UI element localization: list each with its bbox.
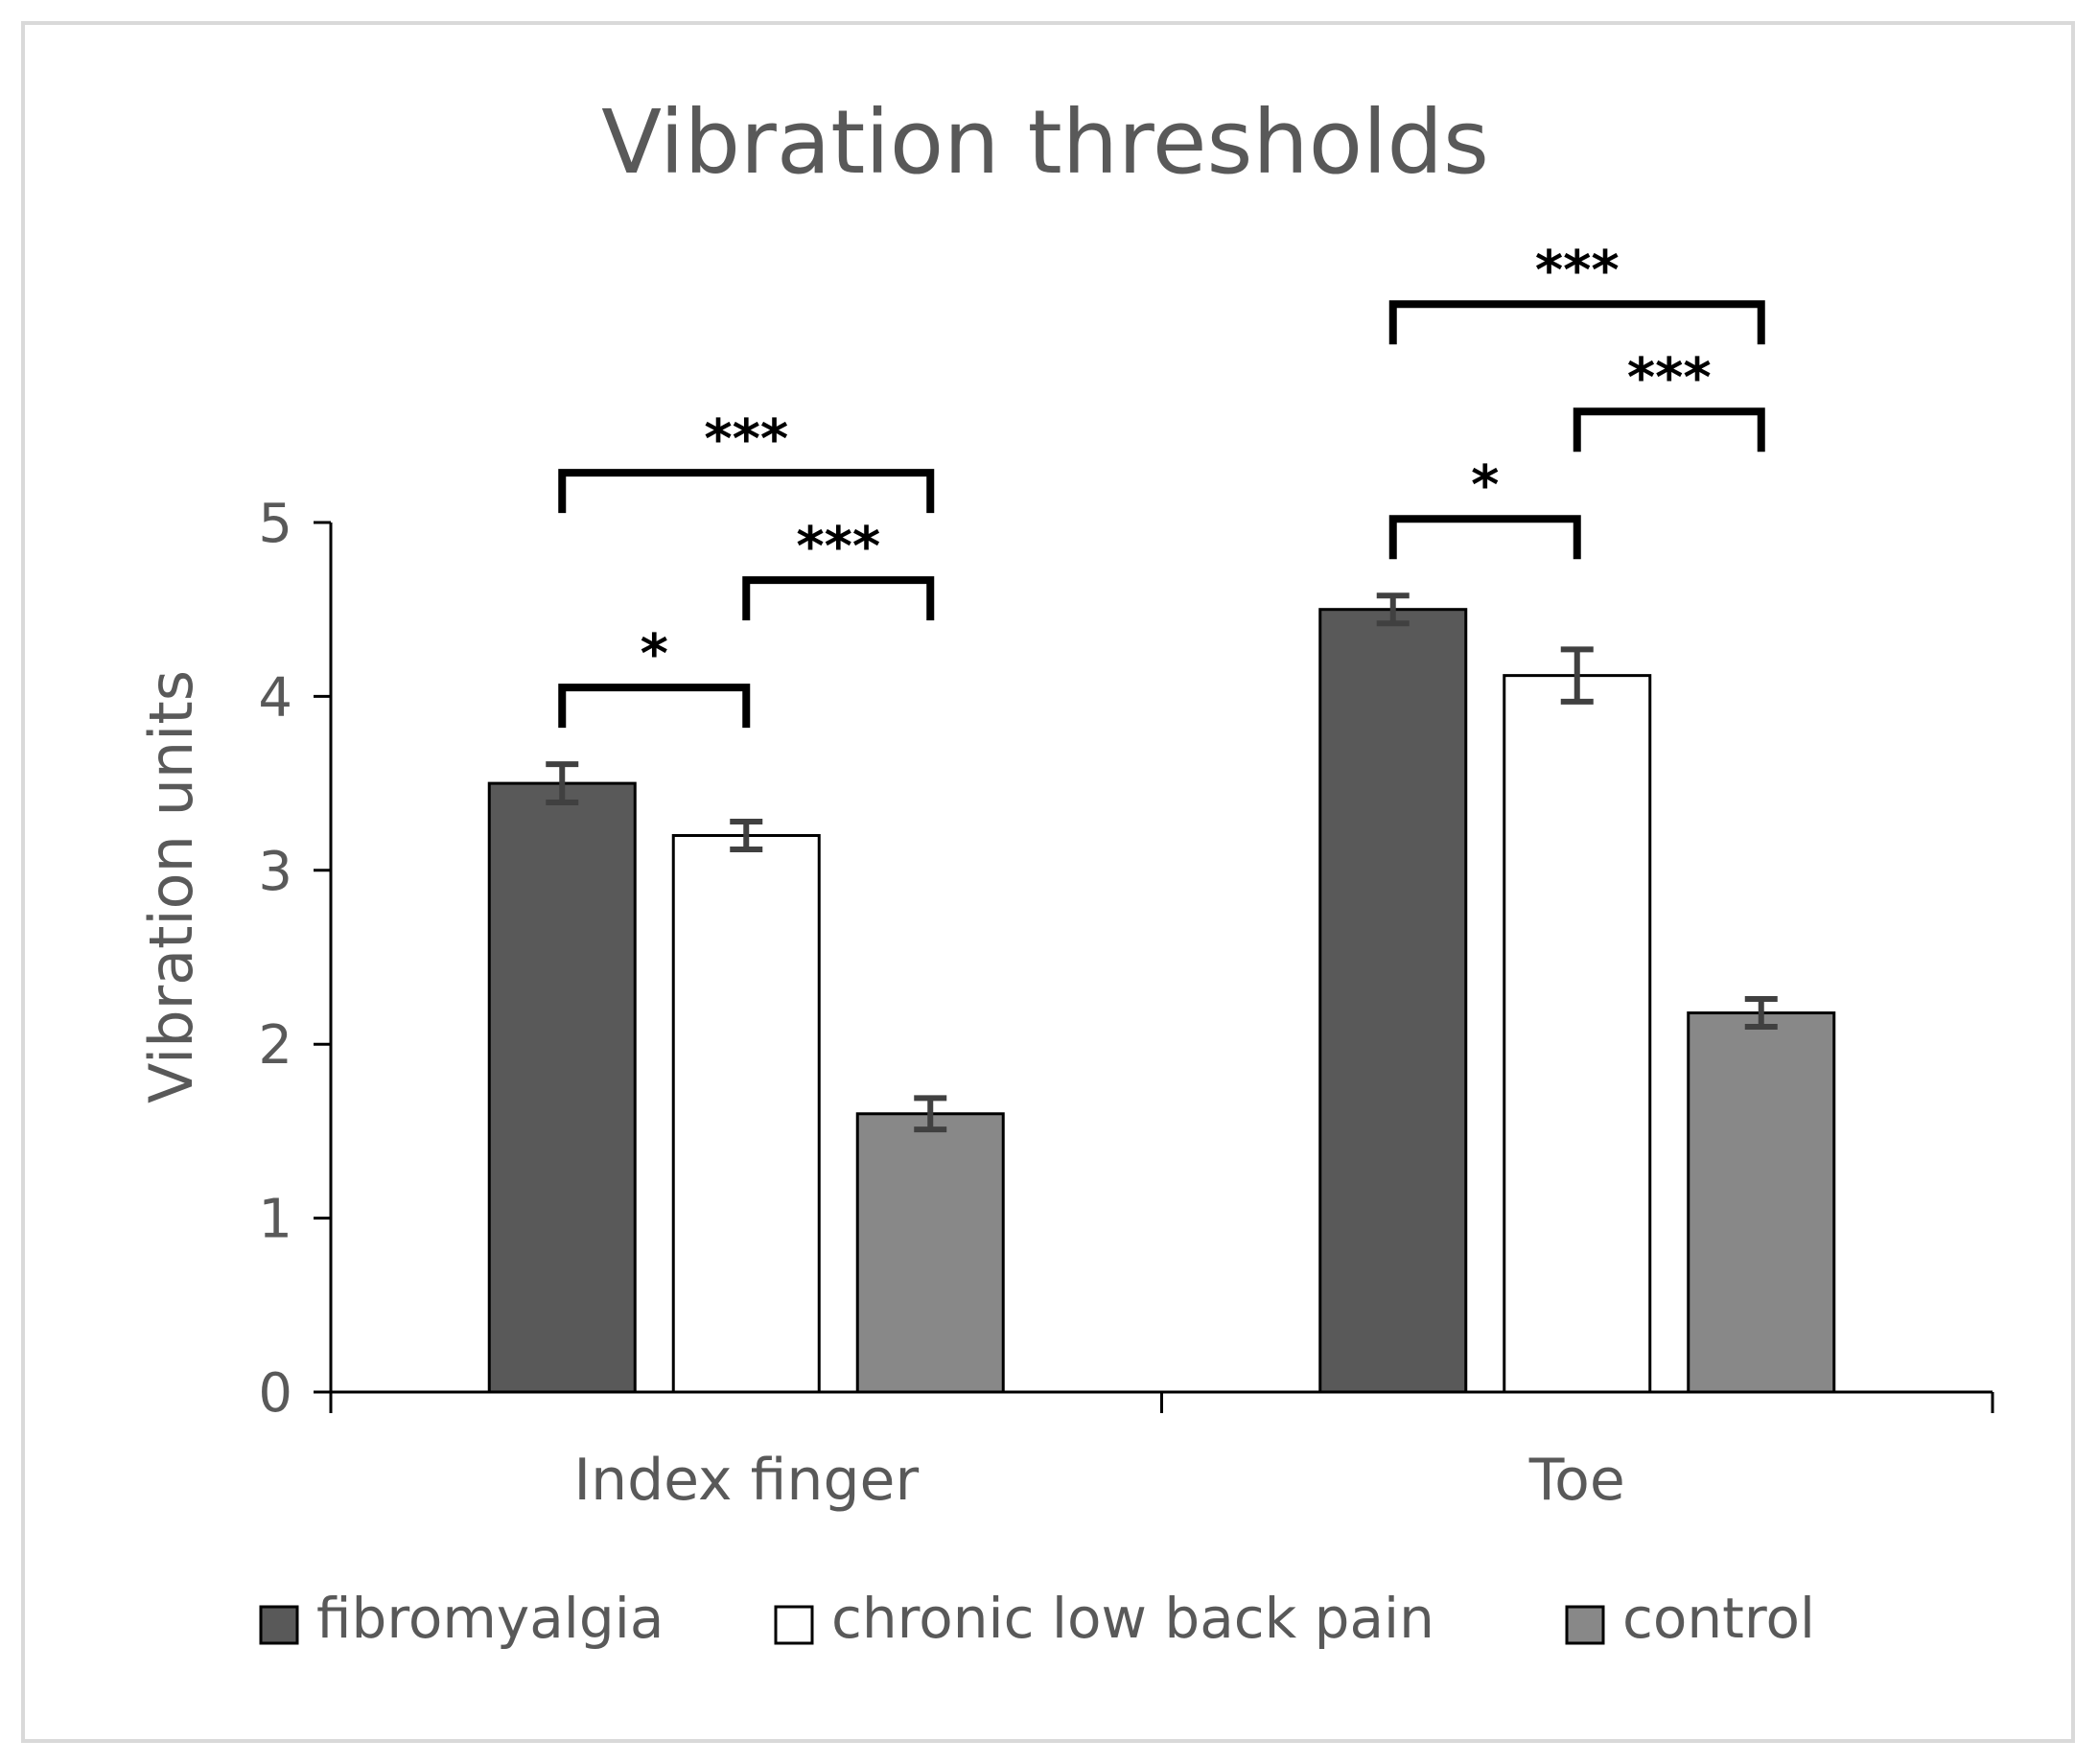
bar (1503, 674, 1652, 1394)
legend-swatch (774, 1605, 814, 1645)
legend-item: control (1565, 1586, 1815, 1651)
y-axis-label: Vibration units (136, 670, 206, 1103)
significance-label: *** (1627, 347, 1712, 409)
x-category-label: Index finger (573, 1447, 919, 1514)
chart-frame (21, 21, 2075, 1743)
x-category-label: Toe (1528, 1447, 1625, 1514)
y-tick-label: 5 (258, 493, 292, 555)
bar (855, 1112, 1005, 1394)
bar (671, 834, 821, 1394)
significance-label: *** (796, 516, 880, 578)
chart-title: Vibration thresholds (601, 91, 1489, 194)
y-tick-label: 4 (258, 666, 292, 729)
significance-label: * (641, 623, 668, 685)
legend-label: fibromyalgia (316, 1586, 664, 1651)
significance-label: *** (1535, 240, 1620, 302)
legend: fibromyalgia chronic low back pain control (259, 1586, 1815, 1651)
significance-bracket (1388, 300, 1765, 345)
significance-bracket (558, 684, 751, 729)
significance-label: *** (704, 408, 788, 471)
significance-bracket (1573, 407, 1765, 453)
bar (1318, 608, 1468, 1394)
y-tick-label: 3 (258, 841, 292, 903)
bar (1687, 1011, 1836, 1394)
legend-item: chronic low back pain (774, 1586, 1434, 1651)
significance-bracket (1388, 515, 1581, 560)
bar (487, 781, 637, 1394)
significance-bracket (742, 576, 935, 621)
legend-swatch (1565, 1605, 1605, 1645)
legend-swatch (259, 1605, 299, 1645)
significance-label: * (1471, 454, 1499, 517)
legend-item: fibromyalgia (259, 1586, 664, 1651)
y-tick-label: 1 (258, 1189, 292, 1251)
legend-label: chronic low back pain (831, 1586, 1434, 1651)
significance-bracket (558, 469, 935, 514)
y-tick-label: 0 (258, 1362, 292, 1425)
y-tick-label: 2 (258, 1014, 292, 1077)
legend-label: control (1622, 1586, 1815, 1651)
